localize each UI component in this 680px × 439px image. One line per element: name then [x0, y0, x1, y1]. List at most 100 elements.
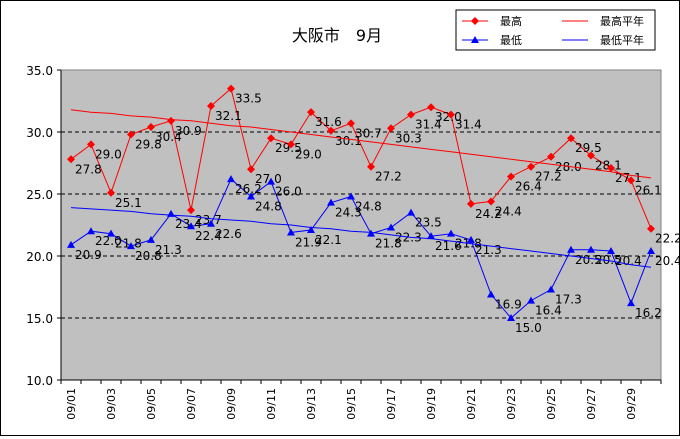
data-label: 31.4	[415, 118, 442, 132]
legend-entry: 最低	[500, 34, 522, 47]
data-point	[627, 299, 635, 307]
data-label: 33.5	[235, 92, 262, 106]
data-point	[387, 223, 395, 231]
y-tick-label: 15.0	[26, 312, 53, 326]
data-label: 20.4	[615, 254, 642, 268]
data-point	[147, 235, 155, 243]
legend-entry: 最低平年	[600, 33, 644, 47]
data-point	[407, 208, 415, 216]
data-label: 29.0	[95, 147, 122, 161]
x-tick-label: 09/17	[385, 388, 398, 420]
legend-marker	[471, 17, 479, 25]
x-tick-label: 09/11	[265, 388, 278, 420]
data-label: 24.8	[355, 199, 382, 213]
data-label: 24.4	[495, 204, 522, 218]
data-point	[207, 219, 215, 227]
data-label: 23.5	[415, 216, 442, 230]
data-point	[287, 140, 295, 149]
data-label: 23.7	[195, 213, 222, 227]
data-label: 16.2	[635, 306, 662, 320]
data-label: 32.0	[435, 110, 462, 124]
data-label: 30.9	[175, 124, 202, 138]
data-label: 30.3	[395, 131, 422, 145]
y-tick-label: 30.0	[26, 126, 53, 140]
data-label: 20.5	[575, 253, 602, 267]
legend-entry: 最高平年	[600, 14, 644, 28]
data-point	[347, 192, 355, 200]
data-label: 22.2	[655, 232, 679, 246]
x-tick-label: 09/21	[465, 388, 478, 420]
data-point	[407, 110, 415, 119]
data-point	[627, 176, 635, 185]
data-point	[207, 101, 215, 110]
data-point	[367, 162, 375, 171]
chart-title: 大阪市 9月	[292, 26, 382, 45]
data-label: 22.0	[95, 234, 122, 248]
data-point	[587, 151, 595, 160]
data-point	[427, 103, 435, 112]
data-label: 32.1	[215, 109, 242, 123]
data-label: 29.0	[295, 147, 322, 161]
data-point	[87, 227, 95, 235]
data-point	[347, 119, 355, 128]
data-label: 20.4	[655, 254, 679, 268]
data-label: 29.5	[275, 141, 302, 155]
data-label: 23.4	[175, 217, 202, 231]
data-point	[587, 245, 595, 253]
y-tick-label: 35.0	[26, 64, 53, 78]
x-tick-label: 09/23	[505, 388, 518, 420]
data-label: 30.4	[155, 130, 182, 144]
y-tick-label: 25.0	[26, 188, 53, 202]
data-point	[607, 163, 615, 172]
data-point	[107, 229, 115, 237]
y-tick-label: 10.0	[26, 374, 53, 388]
data-point	[227, 175, 235, 183]
data-label: 26.0	[275, 185, 302, 199]
series-line	[70, 87, 652, 229]
data-label: 20.9	[75, 248, 102, 262]
data-point	[607, 247, 615, 255]
legend-box	[455, 9, 656, 51]
data-point	[467, 199, 475, 208]
data-point	[287, 228, 295, 236]
x-tick-label: 09/01	[65, 388, 78, 420]
data-label: 30.7	[355, 126, 382, 140]
x-tick-label: 09/15	[345, 388, 358, 420]
series-line	[70, 178, 652, 319]
data-label: 29.5	[575, 141, 602, 155]
legend-entry: 最高	[500, 14, 522, 28]
data-point	[467, 235, 475, 243]
data-point	[387, 124, 395, 133]
data-label: 20.8	[135, 249, 162, 263]
plot-area	[60, 69, 662, 381]
series-line	[70, 109, 652, 179]
x-tick-label: 09/27	[585, 388, 598, 420]
data-point	[107, 188, 115, 197]
data-label: 15.0	[515, 321, 542, 335]
data-point	[267, 177, 275, 185]
data-label: 25.1	[115, 196, 142, 210]
data-label: 24.3	[335, 206, 362, 220]
data-point	[487, 197, 495, 206]
data-point	[507, 314, 515, 321]
data-label: 26.2	[235, 182, 262, 196]
data-point	[647, 247, 655, 255]
data-point	[127, 130, 135, 139]
data-point	[87, 140, 95, 149]
x-tick-label: 09/09	[225, 388, 238, 420]
data-point	[527, 162, 535, 171]
data-label: 20.5	[595, 253, 622, 267]
data-label: 21.8	[115, 237, 142, 251]
x-tick-label: 09/13	[305, 388, 318, 420]
data-label: 28.1	[595, 159, 622, 173]
data-point	[367, 229, 375, 237]
data-label: 24.2	[475, 207, 502, 221]
x-tick-label: 09/03	[105, 388, 118, 420]
data-point	[227, 84, 235, 93]
data-point	[147, 123, 155, 132]
series-line	[70, 207, 652, 268]
x-tick-label: 09/07	[185, 388, 198, 420]
data-label: 22.6	[215, 227, 242, 241]
data-point	[547, 152, 555, 161]
data-point	[307, 108, 315, 117]
